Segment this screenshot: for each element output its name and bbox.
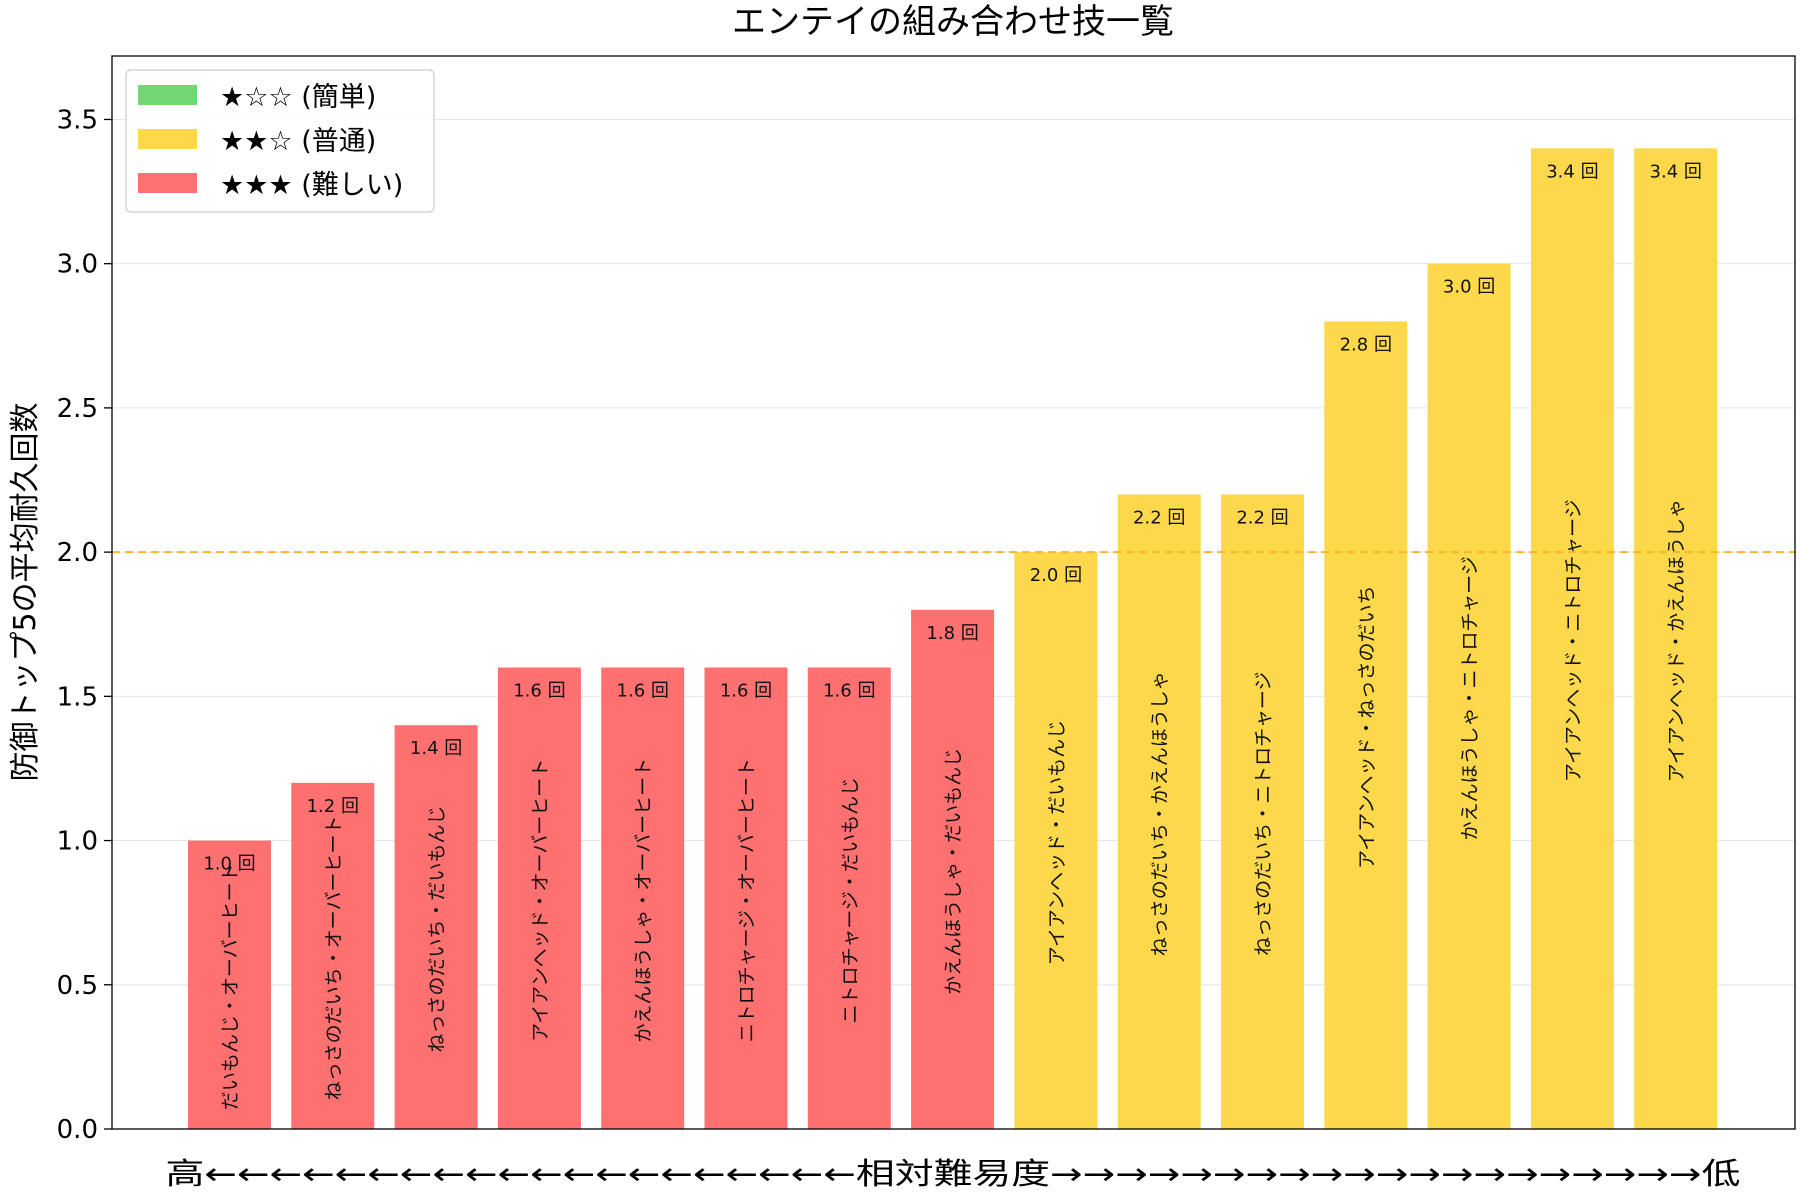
bar-name-label: かえんほうしゃ・オーバーヒート bbox=[633, 758, 655, 1043]
bar bbox=[1221, 494, 1304, 1129]
y-tick-label: 1.5 bbox=[57, 682, 98, 712]
y-axis-label: 防御トップ5の平均耐久回数 bbox=[8, 402, 43, 781]
bar-name-label: アイアンヘッド・ニトロチャージ bbox=[1562, 499, 1584, 782]
bar-value-label: 3.4 回 bbox=[1546, 161, 1598, 182]
bar-value-label: 2.8 回 bbox=[1340, 334, 1392, 355]
bar-value-label: 2.2 回 bbox=[1236, 507, 1288, 528]
bar-value-label: 1.2 回 bbox=[307, 796, 359, 817]
bar bbox=[1530, 148, 1614, 1129]
bar bbox=[1324, 321, 1408, 1129]
bar bbox=[601, 667, 685, 1129]
bar-name-label: だいもんじ・オーバーヒート bbox=[220, 863, 242, 1110]
bar-name-label: ニトロチャージ・だいもんじ bbox=[839, 777, 861, 1023]
bar-name-label: ねっさのだいち・ニトロチャージ bbox=[1253, 671, 1275, 955]
bar-value-label: 1.6 回 bbox=[823, 680, 875, 701]
legend-label: ★★★ (難しい) bbox=[220, 170, 403, 201]
legend-box bbox=[125, 69, 435, 213]
bar-name-label: ねっさのだいち・だいもんじ bbox=[426, 806, 448, 1053]
bar-value-label: 1.6 回 bbox=[617, 680, 669, 701]
legend-swatch bbox=[138, 85, 197, 105]
y-tick-label: 3.5 bbox=[57, 105, 98, 135]
bar-value-label: 2.0 回 bbox=[1030, 565, 1082, 586]
y-tick-label: 0.0 bbox=[57, 1115, 98, 1145]
bar bbox=[291, 782, 375, 1129]
bar-name-label: アイアンヘッド・かえんほうしゃ bbox=[1666, 499, 1688, 782]
bar-name-label: アイアンヘッド・だいもんじ bbox=[1046, 720, 1068, 965]
bar bbox=[394, 725, 478, 1129]
bar-value-label: 1.6 回 bbox=[513, 680, 565, 701]
y-tick-label: 2.0 bbox=[57, 538, 98, 568]
bar bbox=[1634, 148, 1718, 1129]
plot-frame bbox=[111, 55, 1796, 1130]
bar-name-label: ニトロチャージ・オーバーヒート bbox=[736, 758, 758, 1042]
y-tick-label: 3.0 bbox=[57, 250, 98, 280]
bar-value-label: 3.4 回 bbox=[1650, 161, 1702, 182]
legend: ★☆☆ (簡単) ★★☆ (普通) ★★★ (難しい) bbox=[125, 69, 435, 213]
bar bbox=[704, 667, 788, 1129]
bar-name-label: かえんほうしゃ・だいもんじ bbox=[943, 748, 965, 995]
bar-name-label: アイアンヘッド・ねっさのだいち bbox=[1356, 586, 1378, 869]
bar-name-label: ねっさのだいち・かえんほうしゃ bbox=[1149, 671, 1171, 956]
bar-name-label: ねっさのだいち・オーバーヒート bbox=[323, 816, 345, 1101]
legend-label: ★★☆ (普通) bbox=[220, 126, 376, 157]
bar bbox=[1427, 263, 1511, 1129]
bar-value-label: 3.0 回 bbox=[1443, 277, 1495, 298]
bar bbox=[911, 609, 995, 1129]
y-axis: 0.0 0.5 1.0 1.5 2.0 2.5 3.0 3.5 bbox=[57, 105, 112, 1145]
x-axis-label: 高←←←←←←←←←←←←←←←←←←←←相対難易度→→→→→→→→→→→→→→… bbox=[166, 1157, 1741, 1192]
bar bbox=[1014, 552, 1098, 1129]
bar-value-label: 1.6 回 bbox=[720, 680, 772, 701]
legend-swatch bbox=[138, 129, 197, 149]
bar-value-label: 1.4 回 bbox=[410, 738, 462, 759]
y-tick-label: 0.5 bbox=[57, 971, 98, 1001]
bar bbox=[497, 667, 581, 1129]
y-tick-label: 2.5 bbox=[57, 394, 98, 424]
bar-value-label: 1.8 回 bbox=[926, 623, 978, 644]
bar bbox=[1117, 494, 1201, 1129]
bar-name-label: アイアンヘッド・オーバーヒート bbox=[529, 759, 551, 1042]
bar-name-label: かえんほうしゃ・ニトロチャージ bbox=[1459, 556, 1481, 840]
bar-value-label: 1.0 回 bbox=[203, 854, 255, 875]
bar bbox=[807, 667, 891, 1129]
bar-value-label: 2.2 回 bbox=[1133, 507, 1185, 528]
legend-swatch bbox=[138, 173, 197, 193]
bar bbox=[188, 840, 271, 1129]
legend-label: ★☆☆ (簡単) bbox=[220, 82, 376, 113]
chart-title: エンテイの組み合わせ技一覧 bbox=[732, 2, 1174, 42]
y-tick-label: 1.0 bbox=[57, 827, 98, 857]
